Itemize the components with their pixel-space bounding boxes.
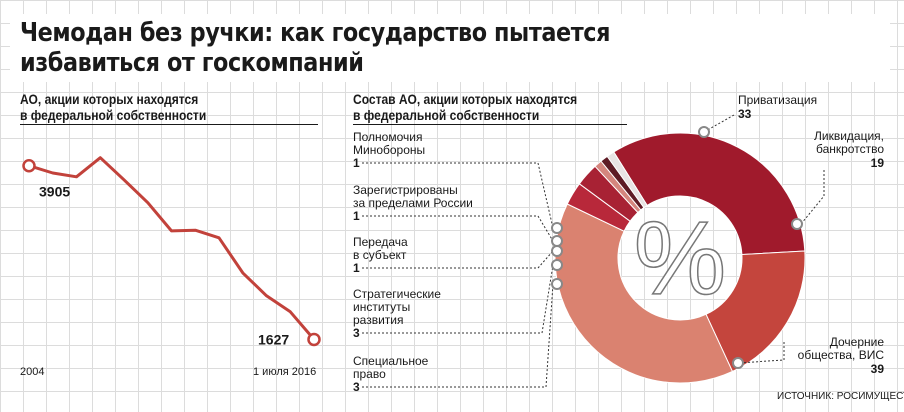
callout-label: в субъект (353, 248, 407, 262)
line-chart-subtitle-line-1: АО, акции которых находятся (20, 91, 199, 107)
callout-label: Ликвидация, (814, 129, 884, 143)
callout-marker (732, 357, 744, 369)
callout-marker (698, 126, 710, 138)
title-line-2: избавиться от госкомпаний (20, 48, 364, 78)
callout-value: 1 (353, 209, 360, 223)
callout-label: общества, ВИС (798, 348, 885, 362)
callout-marker (551, 245, 563, 257)
donut-chart-subtitle-line-2: в федеральной собственности (353, 107, 540, 123)
line-series (28, 156, 316, 341)
callout-marker (551, 259, 563, 271)
callout-marker (551, 222, 563, 234)
percent-symbol: % (634, 201, 726, 317)
callout-value: 1 (353, 156, 360, 170)
line-end-value: 1627 (258, 331, 289, 347)
donut-slice (606, 151, 648, 209)
callout-label: Специальное (353, 354, 429, 368)
callout-label: развития (353, 313, 404, 327)
callout-label: Полномочия (353, 130, 422, 144)
donut-chart-subtitle-rule (353, 124, 627, 125)
x-tick-end: 1 июля 2016 (253, 366, 316, 378)
source-note: ИСТОЧНИК: РОСИМУЩЕСТВО (777, 391, 904, 402)
callout-marker (551, 235, 563, 247)
callout-value: 39 (871, 362, 885, 376)
x-tick-start: 2004 (20, 366, 44, 378)
line-chart-subtitle-line-2: в федеральной собственности (20, 107, 207, 123)
callout-leader (362, 264, 554, 334)
callout-value: 1 (353, 261, 360, 275)
callout-label: Передача (353, 235, 408, 249)
callout-label: Стратегические (353, 287, 441, 301)
title-box (10, 14, 890, 82)
line-chart-subtitle: АО, акции которых находятся в федерально… (20, 91, 206, 123)
callout-value: 3 (353, 380, 360, 394)
donut-chart: % (554, 132, 806, 384)
callout-label: за пределами России (353, 196, 473, 210)
line-chart-subtitle-rule (20, 124, 318, 125)
donut-callouts: Приватизация33Ликвидация,банкротство19До… (353, 93, 884, 394)
callout-leader (800, 170, 825, 225)
line-point (307, 332, 321, 347)
callout-leader (362, 250, 554, 269)
callout-label: институты (353, 300, 410, 314)
donut-chart-subtitle: Состав АО, акции которых находятся в фед… (353, 91, 577, 123)
donut-slice (613, 132, 806, 256)
callout-leader (362, 162, 554, 229)
callout-label: Минобороны (353, 143, 425, 157)
callout-value: 19 (871, 156, 885, 170)
callout-marker (791, 218, 803, 230)
callout-leader (362, 283, 554, 388)
callout-label: Дочерние (830, 335, 885, 349)
callout-value: 3 (353, 326, 360, 340)
callout-label: банкротство (816, 142, 884, 156)
line-start-value: 3905 (39, 184, 70, 200)
donut-chart-subtitle-line-1: Состав АО, акции которых находятся (353, 91, 578, 107)
callout-label: Приватизация (738, 93, 817, 107)
title-line-1: Чемодан без ручки: как государство пытае… (20, 18, 611, 48)
callout-label: Зарегистрированы (353, 183, 458, 197)
line-point (22, 158, 36, 173)
callout-leader (362, 215, 554, 242)
callout-label: право (353, 367, 386, 381)
donut-slice (705, 250, 806, 373)
callout-value: 33 (738, 107, 752, 121)
line-chart: 3905 1627 2004 1 июля 2016 (20, 156, 321, 378)
callout-marker (551, 278, 563, 290)
callout-leader (737, 342, 785, 364)
page-title: Чемодан без ручки: как государство пытае… (20, 18, 674, 78)
